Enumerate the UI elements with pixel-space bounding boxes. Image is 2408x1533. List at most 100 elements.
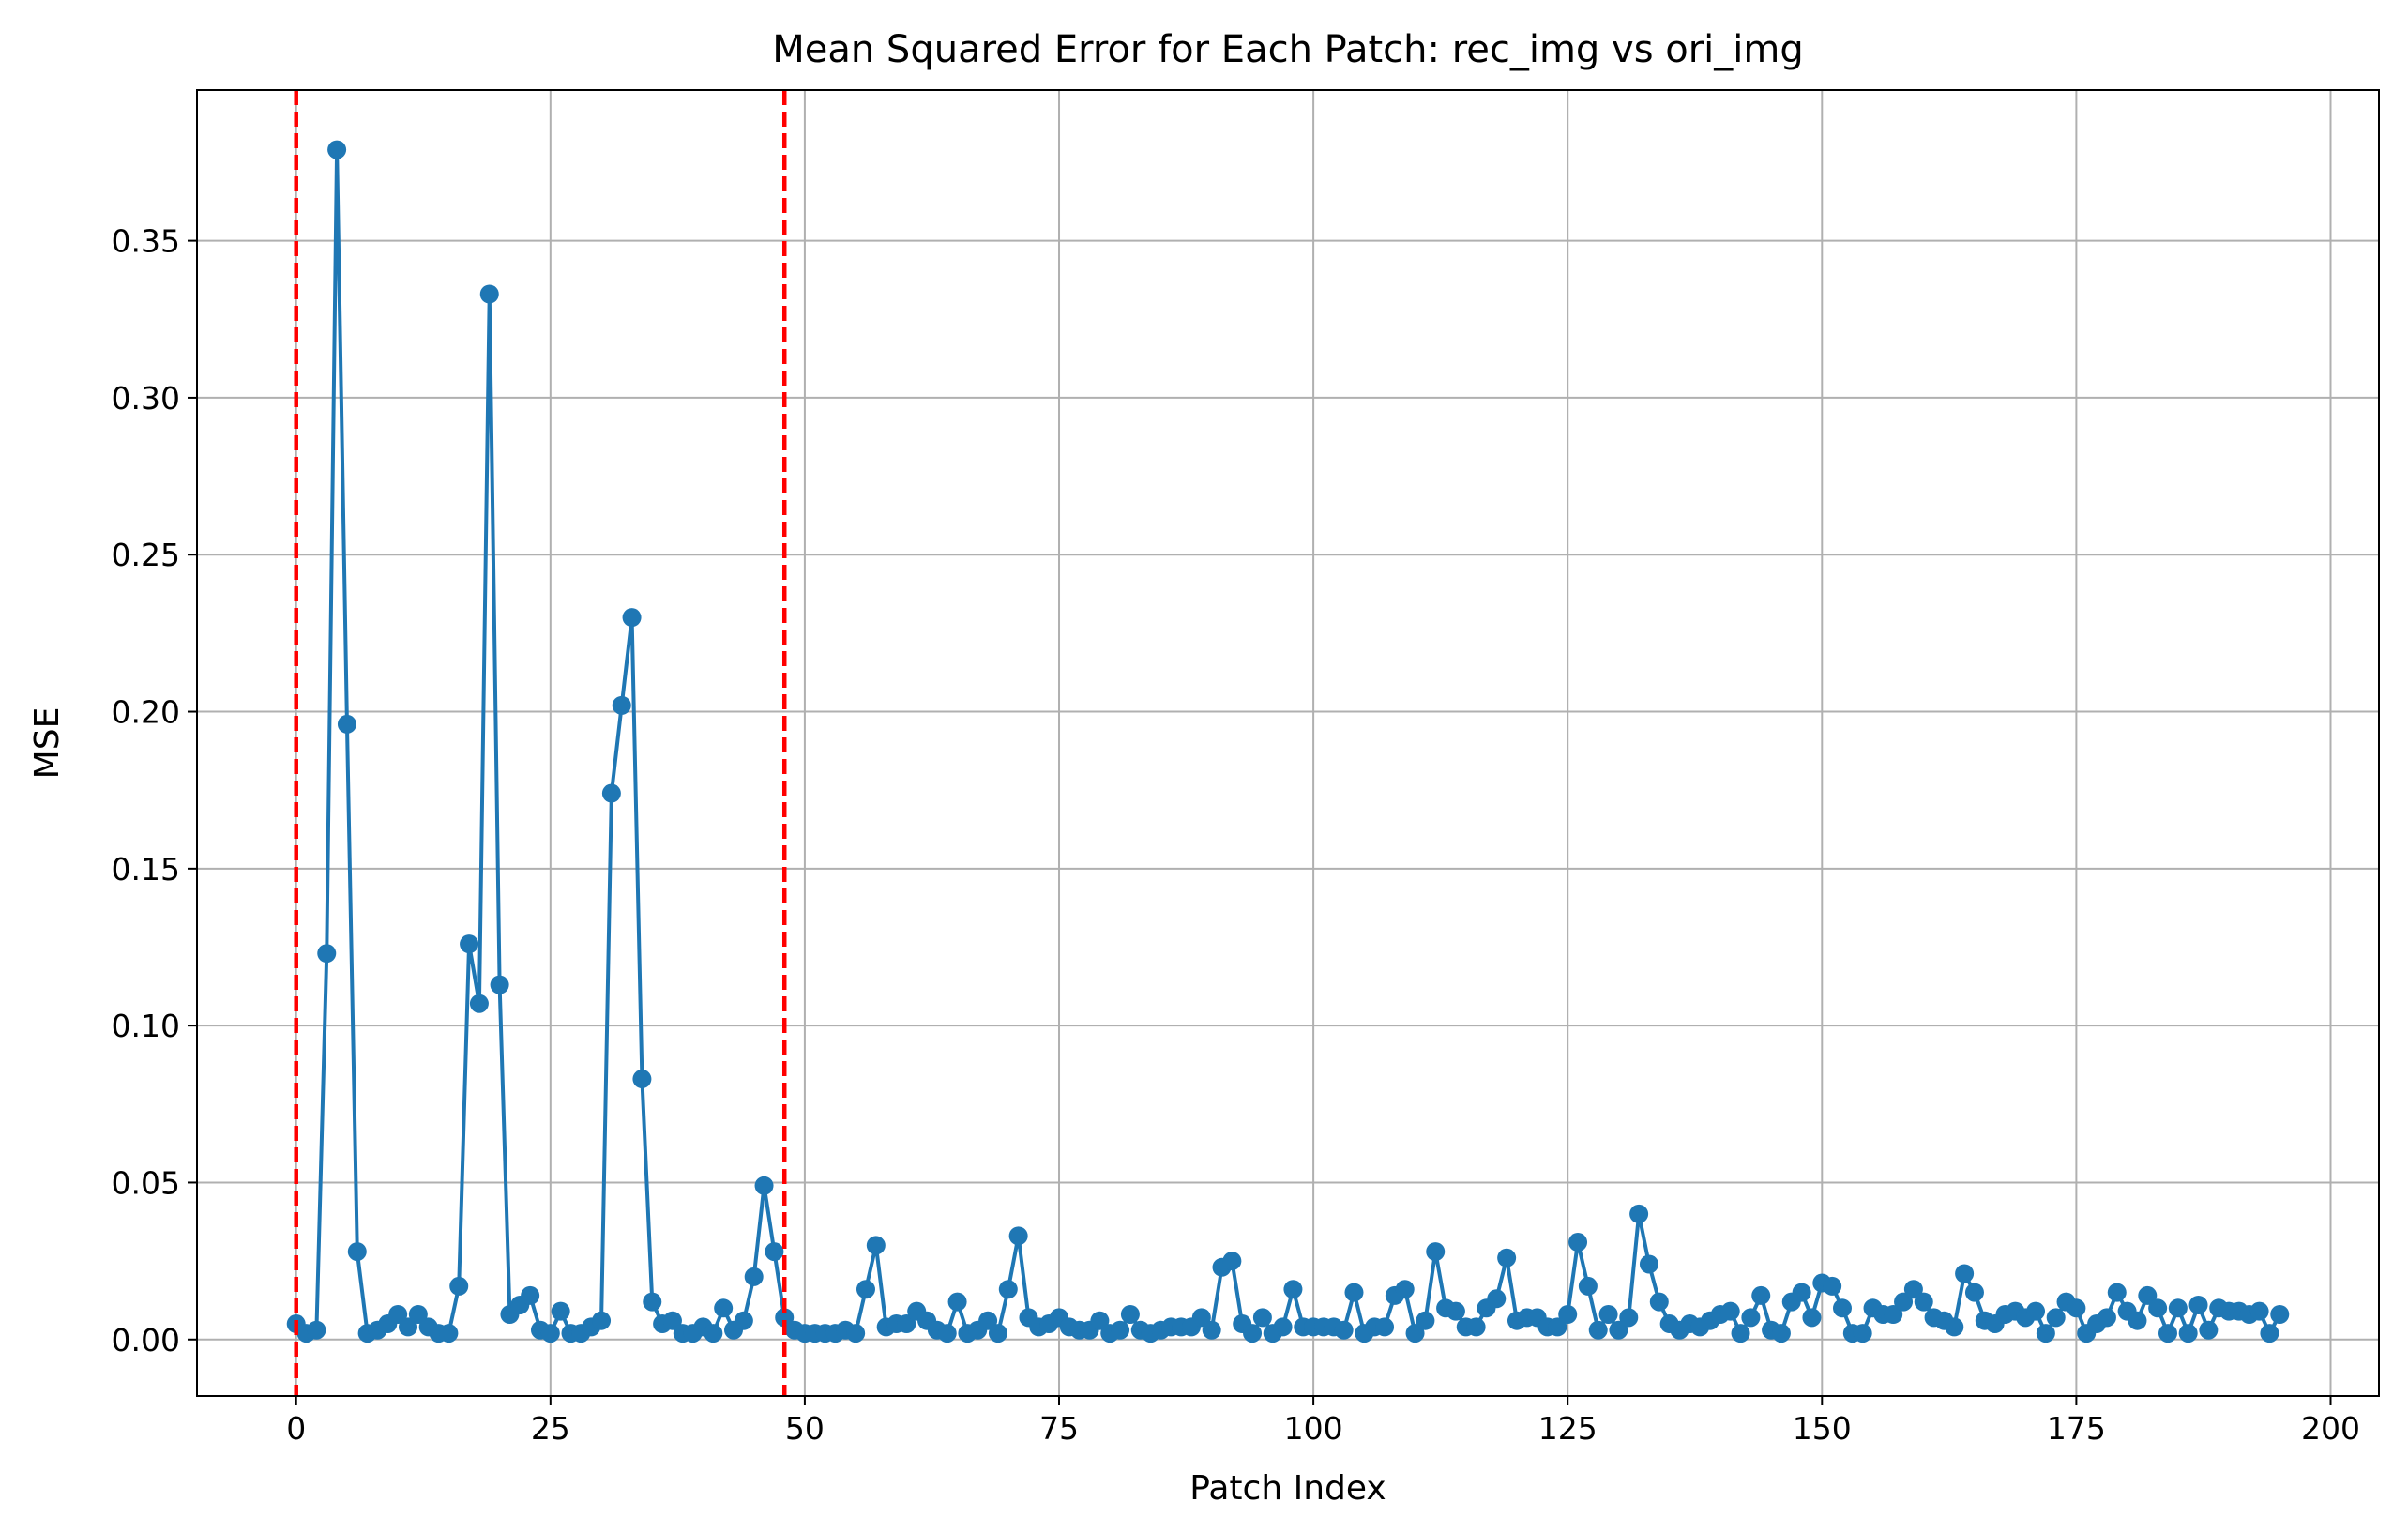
data-point	[1955, 1264, 1975, 1283]
data-point	[1832, 1298, 1852, 1318]
x-tick-label: 0	[286, 1410, 306, 1447]
data-point	[897, 1314, 916, 1334]
data-point	[327, 140, 347, 159]
data-point	[2260, 1324, 2279, 1343]
data-point	[1771, 1324, 1791, 1343]
data-point	[2046, 1308, 2066, 1328]
y-tick-label: 0.10	[112, 1008, 180, 1044]
data-point	[1619, 1308, 1639, 1328]
data-point	[2148, 1298, 2168, 1318]
data-point	[1578, 1276, 1598, 1296]
data-point	[714, 1298, 734, 1318]
data-point	[866, 1236, 886, 1255]
x-tick-label: 200	[2301, 1410, 2360, 1447]
data-point	[744, 1267, 764, 1286]
data-point	[1202, 1320, 1221, 1340]
data-point	[2107, 1283, 2127, 1302]
data-point	[2249, 1301, 2269, 1321]
y-axis-label: MSE	[28, 707, 67, 780]
data-point	[856, 1280, 875, 1299]
data-point	[1548, 1317, 1567, 1337]
data-point	[846, 1324, 866, 1343]
data-point	[988, 1324, 1007, 1343]
data-point	[1894, 1292, 1914, 1312]
data-point	[622, 608, 642, 628]
data-point	[1395, 1280, 1415, 1299]
data-point	[2067, 1298, 2086, 1318]
x-tick-label: 150	[1793, 1410, 1852, 1447]
data-point	[1792, 1283, 1811, 1302]
data-point	[2188, 1295, 2208, 1314]
data-point	[704, 1324, 723, 1343]
data-point	[1751, 1285, 1771, 1305]
data-point	[601, 783, 621, 803]
data-point	[2026, 1301, 2046, 1321]
data-point	[1914, 1292, 1933, 1312]
data-point	[1945, 1317, 1964, 1337]
y-tick-label: 0.25	[112, 537, 180, 573]
data-point	[1598, 1305, 1618, 1324]
data-point	[592, 1311, 612, 1330]
data-point	[775, 1308, 795, 1328]
data-point	[2199, 1320, 2219, 1340]
data-point	[2158, 1324, 2177, 1343]
data-point	[1191, 1308, 1211, 1328]
data-point	[1720, 1301, 1740, 1321]
x-tick-label: 75	[1039, 1410, 1079, 1447]
y-tick-label: 0.15	[112, 851, 180, 888]
data-point	[1741, 1308, 1761, 1328]
plot-frame	[196, 89, 2380, 1397]
data-point	[998, 1280, 1018, 1299]
data-point	[1964, 1283, 1984, 1302]
data-point	[1649, 1292, 1669, 1312]
data-point	[449, 1276, 469, 1296]
data-point	[469, 994, 489, 1013]
data-point	[1558, 1305, 1578, 1324]
data-point	[2270, 1305, 2290, 1324]
x-tick-label: 175	[2047, 1410, 2106, 1447]
x-tick-label: 100	[1284, 1410, 1343, 1447]
data-point	[612, 695, 631, 715]
data-point	[2138, 1285, 2158, 1305]
data-point	[1588, 1320, 1608, 1340]
data-point	[1273, 1317, 1293, 1337]
data-point	[1111, 1320, 1130, 1340]
data-point	[734, 1311, 753, 1330]
data-point	[551, 1301, 570, 1321]
y-tick-label: 0.20	[112, 694, 180, 731]
data-point	[1416, 1311, 1435, 1330]
data-point	[1283, 1280, 1303, 1299]
x-tick-label: 125	[1538, 1410, 1598, 1447]
data-point	[2036, 1324, 2055, 1343]
data-point	[1853, 1324, 1872, 1343]
data-point	[947, 1292, 967, 1312]
y-tick-label: 0.00	[112, 1322, 180, 1358]
data-point	[1120, 1305, 1140, 1324]
data-point	[347, 1242, 367, 1262]
data-point	[1405, 1324, 1425, 1343]
data-point	[2128, 1311, 2147, 1330]
data-point	[632, 1070, 652, 1089]
data-point	[1609, 1320, 1628, 1340]
data-point	[1375, 1317, 1395, 1337]
y-tick-label: 0.30	[112, 380, 180, 417]
data-point	[317, 944, 337, 964]
data-point	[1466, 1317, 1486, 1337]
data-point	[1344, 1283, 1364, 1302]
x-tick-label: 25	[531, 1410, 570, 1447]
y-tick-label: 0.35	[112, 223, 180, 260]
data-point	[2168, 1298, 2188, 1318]
data-point	[307, 1320, 326, 1340]
data-point	[2097, 1308, 2116, 1328]
data-point	[490, 975, 509, 994]
data-point	[1090, 1311, 1110, 1330]
data-point	[1903, 1280, 1923, 1299]
data-point	[754, 1176, 774, 1195]
data-point	[1497, 1248, 1517, 1267]
data-point	[540, 1324, 560, 1343]
data-point	[937, 1324, 957, 1343]
x-axis-label: Patch Index	[1189, 1469, 1386, 1508]
data-point	[1731, 1324, 1750, 1343]
data-point	[765, 1242, 784, 1262]
